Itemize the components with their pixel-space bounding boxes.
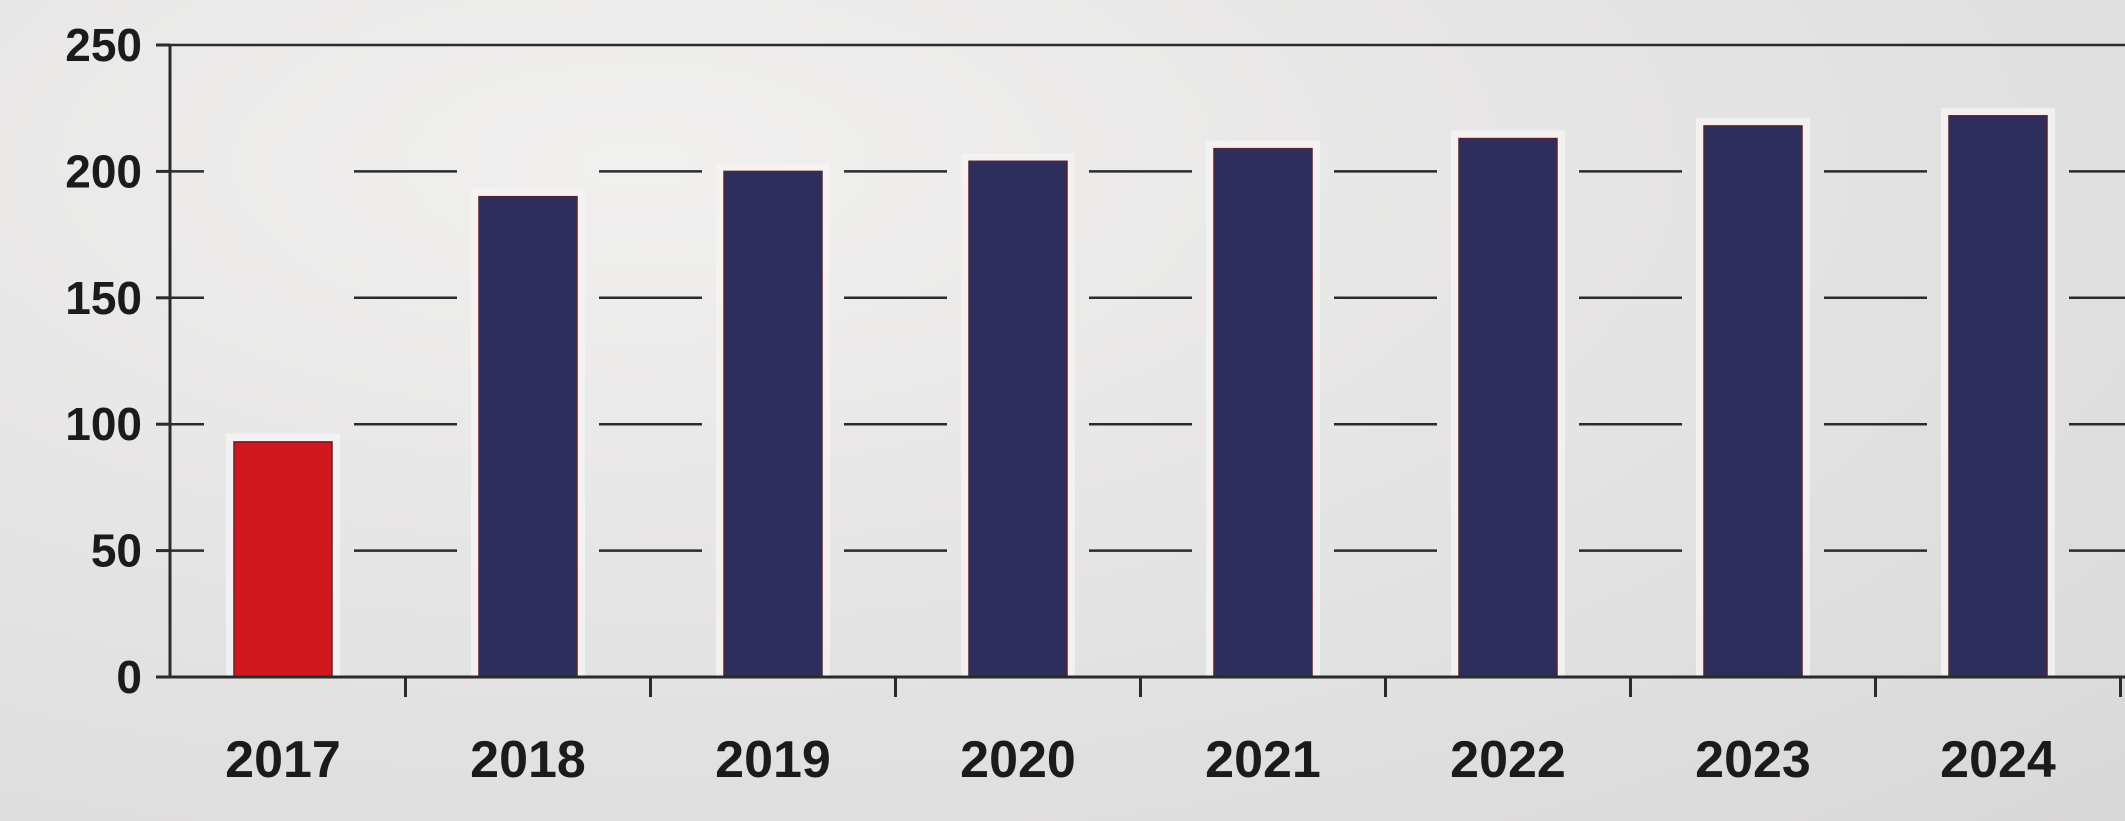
x-tick-label-2021: 2021 <box>1205 731 1321 789</box>
gridlines <box>170 43 2125 552</box>
bar-2020 <box>968 160 1068 678</box>
y-tick-label-200: 200 <box>65 145 142 197</box>
axes <box>156 43 2125 697</box>
bar-2019 <box>723 170 823 678</box>
y-tick-label-0: 0 <box>116 651 142 703</box>
x-tick-label-2023: 2023 <box>1695 731 1811 789</box>
y-tick-label-150: 150 <box>65 272 142 324</box>
bar-2022 <box>1458 137 1558 678</box>
tick-labels: 0 50 100 150 200 250 2017 2018 2019 2020 2021 2022 2… <box>65 19 2056 789</box>
bar-2024 <box>1948 115 2048 678</box>
bar-2021 <box>1213 147 1313 678</box>
y-tick-label-100: 100 <box>65 398 142 450</box>
y-tick-label-50: 50 <box>91 525 142 577</box>
x-tick-label-2020: 2020 <box>960 731 1076 789</box>
x-tick-label-2018: 2018 <box>470 731 586 789</box>
bar-2017 <box>233 441 333 678</box>
bar-2018 <box>478 195 578 678</box>
y-tick-label-250: 250 <box>65 19 142 71</box>
x-tick-label-2017: 2017 <box>225 731 341 789</box>
x-tick-label-2024: 2024 <box>1940 731 2056 789</box>
bars <box>226 107 2055 678</box>
bar-2023 <box>1703 125 1803 678</box>
x-tick-label-2019: 2019 <box>715 731 831 789</box>
x-tick-label-2022: 2022 <box>1450 731 1566 789</box>
